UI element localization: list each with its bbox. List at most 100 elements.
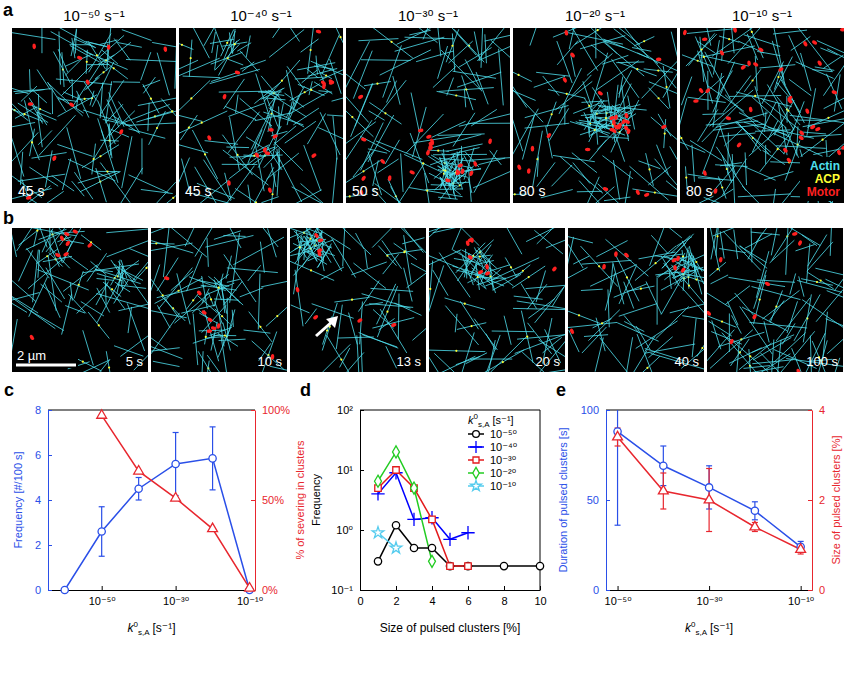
filament (551, 165, 572, 186)
filament (823, 51, 844, 95)
legend-marker (473, 457, 479, 463)
motor (164, 276, 170, 281)
tick-mark (618, 586, 619, 590)
filament (458, 48, 491, 68)
motor (312, 314, 319, 320)
filament (581, 112, 616, 116)
crosslinker (155, 242, 157, 244)
filament (671, 32, 677, 74)
crosslinker (578, 314, 580, 316)
tick-label: 0% (262, 584, 278, 596)
motor (32, 43, 36, 49)
filament (87, 253, 107, 281)
motor (425, 150, 430, 156)
crosslinker (108, 367, 110, 369)
filament (151, 333, 167, 349)
filament (512, 266, 545, 288)
filament (108, 124, 112, 158)
filament (371, 288, 414, 291)
filament (791, 36, 811, 50)
tick-mark (808, 410, 812, 411)
axis-line (361, 590, 541, 591)
motor (729, 338, 735, 345)
filament (29, 98, 47, 125)
motor (831, 90, 837, 95)
crosslinker (646, 367, 648, 369)
filament (738, 194, 791, 197)
panel-letter: d (300, 380, 311, 400)
filament (385, 140, 399, 164)
crosslinker (528, 276, 530, 278)
filament (785, 141, 800, 181)
filament (63, 265, 97, 292)
tick-label: 6 (35, 449, 41, 461)
filament (580, 125, 610, 135)
tick-label: 100 (581, 404, 599, 416)
filament (338, 337, 374, 338)
filament (656, 306, 689, 338)
motor (624, 112, 629, 118)
filament (468, 177, 472, 193)
scale-bar-label: 2 µm (17, 348, 46, 363)
filament (118, 260, 120, 278)
filament (781, 80, 800, 113)
filament (745, 152, 746, 185)
motor (254, 152, 260, 159)
filament (223, 150, 269, 185)
filament (77, 98, 91, 99)
filament (789, 79, 811, 95)
filament (664, 268, 679, 280)
crosslinker (685, 176, 687, 178)
filament (433, 270, 448, 296)
crosslinker (429, 288, 431, 290)
filament (214, 299, 239, 300)
motor (28, 102, 34, 106)
time-label: 80 s (519, 183, 545, 199)
filament (382, 240, 402, 268)
motor (315, 29, 321, 34)
panel-title: 10⁻³⁰ s⁻¹ (398, 7, 458, 24)
filament (485, 34, 510, 41)
crosslinker (234, 43, 236, 45)
crosslinker (464, 303, 466, 305)
tick-label: 50 (587, 494, 599, 506)
filament (346, 160, 382, 183)
filament (57, 144, 92, 156)
filament (801, 123, 844, 157)
filament (412, 320, 426, 340)
filament (568, 307, 600, 323)
marker (209, 455, 216, 462)
filament (639, 252, 676, 259)
filament (240, 288, 264, 297)
filament (611, 120, 626, 153)
crosslinker (477, 276, 479, 278)
image-background (707, 228, 843, 372)
filament (404, 154, 442, 172)
filament (624, 321, 644, 331)
crosslinker (752, 79, 754, 81)
motor (680, 267, 686, 274)
motor (623, 252, 629, 259)
crosslinker (82, 361, 84, 363)
axis: 10⁻⁵⁰10⁻³⁰10⁻¹⁰ (605, 586, 815, 607)
motor (29, 334, 35, 341)
y-axis-title: Frequency (310, 474, 322, 526)
filament (353, 263, 386, 288)
tick-label: 4 (429, 595, 435, 607)
filament (804, 134, 842, 137)
filament (223, 79, 244, 109)
filament (742, 166, 775, 181)
filament (122, 136, 132, 188)
filament (383, 254, 399, 274)
filaments (346, 28, 510, 203)
tick: 0 (808, 584, 825, 596)
filament (222, 42, 247, 46)
motor (698, 87, 704, 94)
filament (212, 32, 216, 53)
tick-mark (48, 455, 52, 456)
filament (747, 34, 757, 60)
panel-letter: a (3, 0, 14, 20)
filament (720, 124, 736, 176)
crosslinker (113, 67, 115, 69)
tick-mark (606, 590, 610, 591)
